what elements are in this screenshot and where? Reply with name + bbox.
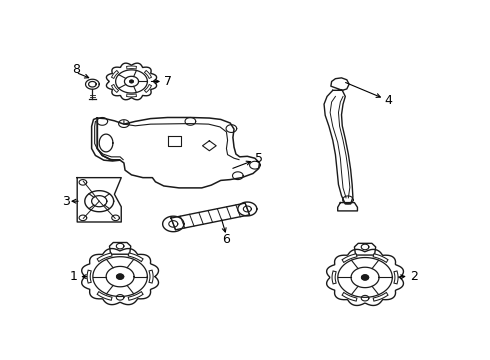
Polygon shape xyxy=(324,78,353,204)
Polygon shape xyxy=(338,203,358,211)
Polygon shape xyxy=(82,248,158,305)
Polygon shape xyxy=(117,274,123,279)
Text: 3: 3 xyxy=(62,195,70,208)
Polygon shape xyxy=(361,296,369,301)
Text: 2: 2 xyxy=(410,270,417,283)
Polygon shape xyxy=(354,243,376,255)
Text: 8: 8 xyxy=(72,63,80,76)
Text: 5: 5 xyxy=(255,152,264,165)
Polygon shape xyxy=(116,294,124,300)
Text: 7: 7 xyxy=(164,75,172,88)
Polygon shape xyxy=(109,243,131,254)
Polygon shape xyxy=(77,177,121,222)
Polygon shape xyxy=(171,203,249,230)
Polygon shape xyxy=(327,249,403,306)
Polygon shape xyxy=(106,63,157,100)
Text: 6: 6 xyxy=(222,233,230,246)
Polygon shape xyxy=(130,80,133,83)
Text: 1: 1 xyxy=(70,270,77,283)
Polygon shape xyxy=(163,216,184,232)
Polygon shape xyxy=(98,117,260,188)
Polygon shape xyxy=(362,275,368,280)
Polygon shape xyxy=(238,202,257,216)
Text: 4: 4 xyxy=(385,94,392,107)
